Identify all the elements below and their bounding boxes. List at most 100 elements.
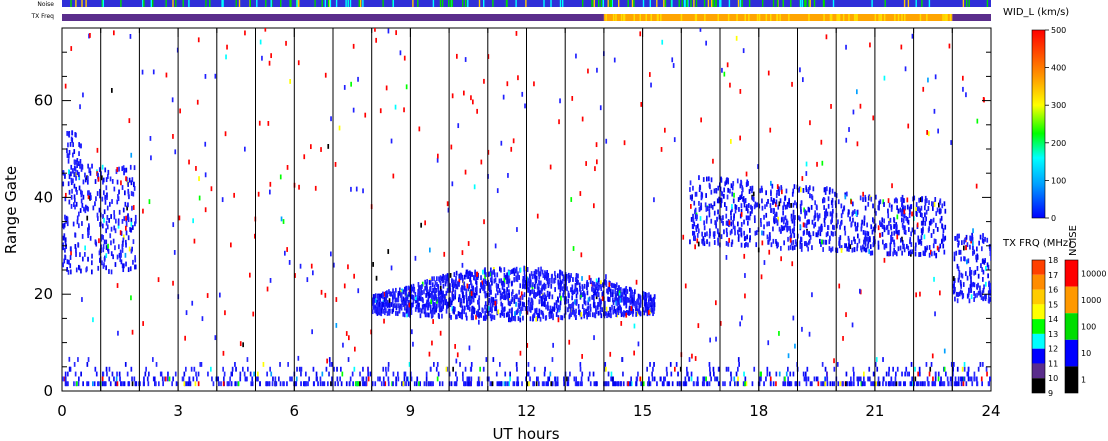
echo-cell [864,381,866,387]
echo-cell [965,92,967,98]
echo-cell [132,239,135,245]
echo-cell [720,234,723,240]
echo-cell [719,215,722,221]
echo-cell [434,302,436,308]
echo-cell [155,362,158,367]
echo-cell [925,247,927,253]
echo-cell [734,204,737,209]
echo-cell [583,290,585,296]
echo-cell [901,236,903,242]
echo-cell [831,217,833,223]
echo-cell [928,371,931,377]
echo-cell [787,245,790,251]
echo-cell [379,108,382,114]
echo-cell [507,278,510,284]
echo-cell [932,376,934,382]
echo-cell [684,381,687,387]
echo-cell [533,381,536,387]
echo-cell [501,303,504,308]
echo-cell [383,297,386,302]
echo-cell [97,172,99,178]
echo-cell [816,376,819,382]
echo-cell [511,280,513,286]
echo-cell [727,241,730,247]
echo-cell [959,376,962,382]
echo-cell [872,115,875,121]
echo-cell [402,381,405,387]
echo-cell [496,310,499,316]
echo-cell [188,376,191,382]
echo-cell [347,264,349,270]
echo-cell [891,381,894,387]
echo-cell [887,198,890,204]
echo-cell [475,280,478,286]
noise-strip-cell [611,0,613,7]
echo-cell [780,228,782,234]
echo-cell [355,186,358,192]
echo-cell [63,258,66,264]
echo-cell [513,277,516,282]
echo-cell [905,216,908,221]
echo-cell [877,240,880,246]
echo-cell [515,310,518,316]
echo-cell [119,257,122,263]
echo-cell [572,246,575,251]
echo-cell [550,381,553,387]
echo-cell [489,381,492,387]
echo-cell [108,269,110,274]
echo-cell [808,186,810,192]
echo-cell [227,381,229,387]
echo-cell [738,207,740,212]
echo-cell [520,306,522,312]
echo-cell [62,245,64,251]
echo-cell [547,283,550,289]
echo-cell [64,214,66,220]
echo-cell [646,366,648,372]
echo-cell [790,234,792,240]
echo-cell [101,234,103,240]
echo-cell [88,33,90,39]
echo-cell [732,224,735,230]
echo-cell [885,371,888,377]
echo-cell [554,376,557,382]
echo-cell [483,219,485,225]
echo-cell [125,167,128,173]
echo-cell [735,371,738,377]
noise-strip-cell [462,0,464,7]
echo-cell [826,381,829,387]
echo-cell [433,305,436,310]
echo-cell [773,219,776,225]
echo-cell [875,381,877,387]
echo-cell [891,237,894,242]
echo-cell [454,306,456,312]
echo-cell [567,298,570,304]
tx-freq-cell [878,14,880,21]
echo-cell [824,239,827,245]
echo-cell [427,303,430,308]
echo-cell [825,34,828,40]
echo-cell [724,181,726,187]
echo-cell [450,300,453,306]
echo-cell [164,376,167,382]
echo-cell [538,279,540,285]
echo-cell [919,252,922,257]
noise-colorbar-tick-label: 10000 [1081,269,1106,278]
echo-cell [693,200,696,206]
echo-cell [628,305,631,311]
echo-cell [921,381,923,387]
echo-cell [897,246,900,252]
echo-cell [761,187,763,193]
echo-cell [537,267,540,273]
echo-cell [75,267,78,273]
echo-cell [709,228,711,234]
echo-cell [473,292,476,298]
echo-cell [444,281,447,287]
echo-cell [649,302,652,308]
noise-colorbar-tick-label: 1000 [1081,296,1101,305]
freq-colorbar-tick-label: 13 [1048,330,1058,339]
echo-cell [733,192,735,198]
echo-cell [403,107,405,113]
echo-cell [974,293,977,299]
echo-cell [418,302,420,308]
echo-cell [720,177,723,183]
